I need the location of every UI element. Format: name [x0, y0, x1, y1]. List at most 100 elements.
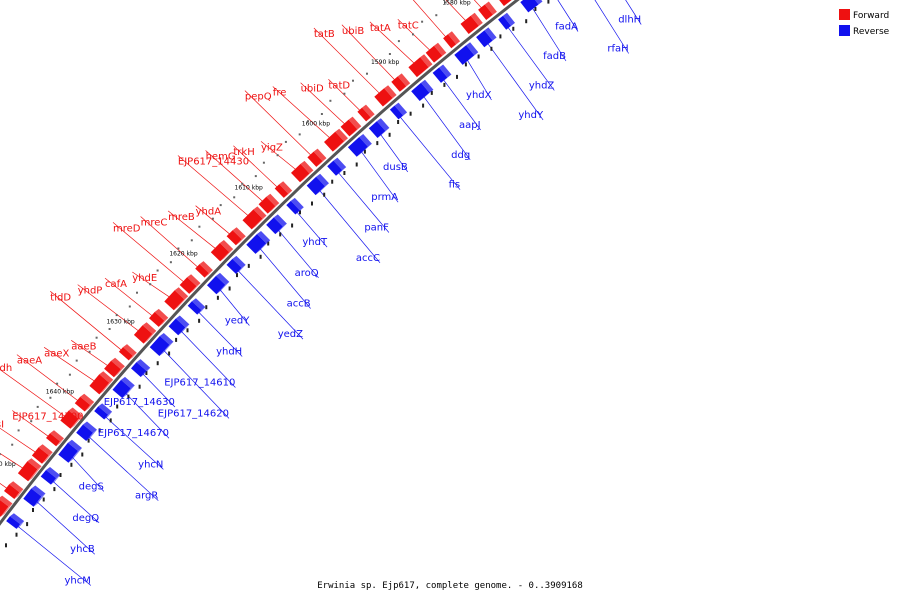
tick-dot: [169, 261, 172, 264]
gene-label-mreB: mreB: [168, 212, 195, 223]
leader-line: [484, 38, 544, 121]
gene-tldD: [118, 344, 137, 361]
gene-sspA: [17, 458, 42, 482]
tick-dot: [329, 99, 332, 102]
leader-line: [272, 86, 335, 142]
tick-mark: [512, 26, 515, 31]
tick-mark: [259, 254, 262, 259]
tick-mark: [279, 232, 282, 237]
leader-line: [177, 155, 253, 220]
tick-mark: [70, 462, 73, 467]
leader-line: [260, 141, 301, 174]
leader-line: [594, 0, 629, 54]
gene-EJP617_14610: [168, 315, 190, 336]
legend-reverse-swatch: [839, 25, 850, 36]
leader-line: [300, 82, 350, 129]
tick-mark: [422, 103, 425, 108]
leader-line: [0, 452, 28, 472]
leader-line: [504, 22, 555, 91]
tick-dot: [343, 92, 346, 95]
tick-dot: [444, 1, 447, 4]
tick-dot: [352, 79, 354, 82]
gene-label-yhdX: yhdX: [466, 90, 492, 101]
tick-label: 1650 kbp: [0, 461, 16, 468]
tick-mark: [456, 74, 458, 79]
tick-dot: [115, 314, 118, 317]
tick-mark: [291, 223, 294, 228]
leader-line: [313, 27, 384, 98]
legend-forward-swatch: [839, 9, 850, 20]
tick-mark: [109, 418, 112, 423]
tick-label: 1600 kbp: [302, 121, 330, 128]
gene-label-tatC: tatC: [398, 20, 419, 31]
leader-line: [0, 427, 41, 456]
genome-backbone: [0, 0, 520, 526]
tick-mark: [323, 192, 326, 197]
gene-tcaA: [0, 495, 13, 517]
leader-line: [369, 21, 419, 68]
tick-dot: [307, 120, 309, 123]
leader-line: [104, 277, 157, 320]
tick-mark: [26, 522, 29, 527]
leader-line: [84, 432, 159, 501]
tick-label: 1590 kbp: [371, 59, 399, 66]
leader-line: [50, 291, 127, 355]
tick-label: 1580 kbp: [442, 0, 470, 7]
gene-aaeB: [104, 357, 125, 378]
tick-dot: [374, 59, 377, 62]
gene-accC: [306, 173, 329, 196]
gene-label-EJP617_14610: EJP617_14610: [164, 378, 235, 389]
leader-line: [48, 477, 100, 524]
leader-line: [341, 24, 400, 85]
tick-mark: [363, 149, 366, 154]
tick-mark: [299, 210, 301, 215]
leader-line: [233, 145, 282, 192]
leader-line: [121, 388, 170, 439]
gene-yigP: [460, 12, 483, 35]
leader-line: [412, 0, 450, 42]
gene-label-pepQ: pepQ: [245, 92, 272, 103]
gene-label-mreC: mreC: [141, 218, 168, 229]
gene-fis: [389, 102, 408, 120]
gene-ddg: [411, 79, 434, 101]
leader-line: [357, 146, 399, 203]
tick-mark: [376, 141, 379, 146]
leader-line: [328, 79, 365, 115]
leader-line: [439, 74, 481, 131]
gene-yhdT: [286, 197, 304, 215]
tick-mark: [216, 295, 219, 300]
gene-trkH: [274, 181, 293, 198]
gene-mreD: [179, 274, 201, 294]
gene-label-fis: fis: [449, 180, 461, 191]
tick-mark: [98, 428, 101, 433]
gene-argR: [76, 421, 97, 441]
gene-label-hemG: hemG: [206, 152, 236, 163]
gene-ubiD: [340, 116, 362, 137]
gene-label-trkH: trkH: [233, 147, 254, 158]
gene-accB: [246, 231, 271, 254]
gene-hemG: [258, 193, 280, 214]
gene-label-yedZ: yedZ: [278, 329, 303, 340]
tick-dot: [49, 396, 52, 399]
tick-mark: [5, 543, 7, 548]
gene-EJP617_14700: [46, 430, 64, 447]
leader-line: [397, 19, 435, 55]
leader-line: [529, 3, 567, 62]
gene-label-EJP617_14700: EJP617_14700: [12, 412, 83, 423]
tick-mark: [87, 438, 90, 443]
gene-label-yhdZ: yhdZ: [529, 80, 555, 91]
tick-mark: [116, 404, 119, 409]
gene-label-prmA: prmA: [371, 192, 398, 203]
tick-dot: [262, 161, 265, 164]
gene-EJP617_14190: [478, 1, 497, 20]
tick-dot: [68, 373, 71, 376]
tick-mark: [168, 351, 171, 356]
tick-dot: [233, 196, 236, 199]
label-leader-lines: [0, 0, 642, 586]
gene-ubiE: [443, 31, 461, 49]
tick-dot: [11, 443, 14, 446]
gene-label-degS: degS: [79, 481, 104, 492]
gene-label-rpsI: rpsI: [0, 419, 4, 430]
gene-yhdY: [476, 27, 497, 48]
tick-dot: [298, 133, 301, 136]
